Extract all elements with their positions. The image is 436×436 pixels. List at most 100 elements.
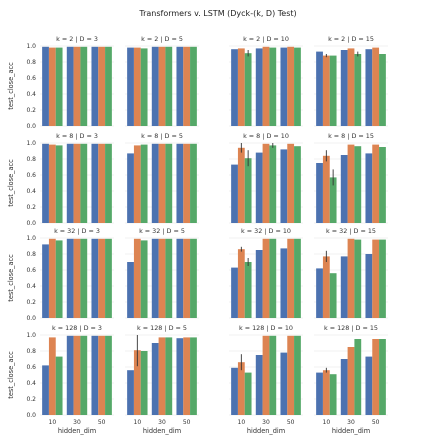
bar [133, 47, 141, 126]
bar [354, 54, 362, 126]
y-tick-label: 1.0 [26, 332, 36, 339]
bar [347, 144, 355, 223]
bar [105, 143, 112, 223]
panel-4: k = 2 | D = 15 [314, 35, 388, 127]
panel-1: k = 2 | D = 3 0.0 0.2 0.4 0.6 0.8 1.0 test_clos… [7, 35, 114, 130]
bar [190, 337, 197, 415]
bar [347, 238, 355, 318]
bar [237, 48, 245, 126]
bar [98, 335, 106, 415]
panel-title: k = 2 | D = 3 [56, 35, 98, 43]
bar [294, 335, 301, 415]
bar [98, 143, 106, 223]
y-axis-label: test_close_acc [7, 62, 15, 110]
y-tick-label: 0.8 [26, 251, 36, 258]
y-tick-label: 0.2 [26, 204, 36, 211]
bar [372, 239, 380, 318]
y-tick-label: 0.4 [26, 91, 36, 98]
panel-title: k = 8 | D = 3 [56, 132, 98, 140]
bar [231, 49, 238, 127]
bar [365, 356, 373, 415]
bar [294, 146, 301, 223]
bar [280, 248, 288, 318]
bar [55, 356, 63, 415]
y-tick-label: 0.8 [26, 348, 36, 355]
panel-title: k = 128 | D = 10 [239, 324, 293, 332]
bar [340, 256, 348, 318]
panel-title: k = 32 | D = 3 [54, 227, 100, 235]
panel-10: k = 32 | D = 5 [125, 227, 199, 319]
y-tick-label: 0.0 [26, 315, 36, 322]
bar [151, 343, 159, 415]
panel-title: k = 2 | D = 15 [328, 35, 374, 43]
bar [133, 350, 141, 415]
y-tick-label: 0.8 [26, 59, 36, 66]
bar [183, 143, 191, 223]
bar [244, 53, 252, 127]
bar [105, 46, 112, 126]
x-axis-label: hidden_dim [332, 427, 370, 435]
bar [190, 238, 197, 318]
bar [262, 143, 270, 223]
bar [140, 48, 148, 126]
bar [66, 46, 74, 126]
bar [158, 337, 166, 415]
bar [91, 46, 99, 126]
x-tick-label: 30 [347, 419, 355, 426]
bar [231, 164, 238, 223]
panel-title: k = 8 | D = 5 [141, 132, 183, 140]
bar [262, 46, 270, 126]
bar [231, 267, 238, 318]
bar [329, 374, 337, 415]
bar [294, 238, 301, 318]
bar [183, 46, 191, 126]
bar [354, 146, 362, 223]
bar [244, 372, 252, 415]
bar [176, 46, 184, 126]
bar [105, 335, 112, 415]
bar [316, 163, 323, 223]
x-tick-label: 30 [158, 419, 166, 426]
bar [42, 46, 49, 126]
bar [294, 47, 301, 126]
y-tick-label: 0.2 [26, 299, 36, 306]
bar [66, 335, 74, 415]
y-tick-label: 0.6 [26, 364, 36, 371]
bar [80, 335, 88, 415]
bar [316, 51, 323, 126]
x-tick-label: 50 [183, 419, 191, 426]
bar [365, 254, 373, 318]
bar [91, 335, 99, 415]
bar [269, 335, 277, 415]
y-tick-label: 1.0 [26, 235, 36, 242]
bar [55, 145, 63, 223]
x-axis-label: hidden_dim [143, 427, 181, 435]
y-tick-label: 0.6 [26, 172, 36, 179]
panel-2: k = 2 | D = 5 [125, 35, 199, 127]
x-tick-label: 50 [372, 419, 380, 426]
bar [42, 244, 49, 318]
bar [244, 158, 252, 223]
bar [48, 47, 56, 126]
panel-5: k = 8 | D = 3 0.0 0.2 0.4 0.6 0.8 1.0 test_clos… [7, 132, 114, 227]
bar [237, 147, 245, 223]
figure-title: Transformers v. LSTM (Dyck-(k, D) Test) [139, 9, 297, 18]
bar [158, 143, 166, 223]
bar [255, 48, 263, 126]
y-tick-label: 1.0 [26, 140, 36, 147]
y-axis-label: test_close_acc [7, 159, 15, 207]
panel-6: k = 8 | D = 5 [125, 132, 199, 224]
bar [183, 238, 191, 318]
bar [42, 143, 49, 223]
bar [379, 54, 386, 126]
bar [151, 238, 159, 318]
bar [287, 238, 295, 318]
x-tick-label: 50 [98, 419, 106, 426]
y-tick-label: 0.0 [26, 220, 36, 227]
bar [133, 238, 141, 318]
bar [287, 143, 295, 223]
bar [66, 238, 74, 318]
